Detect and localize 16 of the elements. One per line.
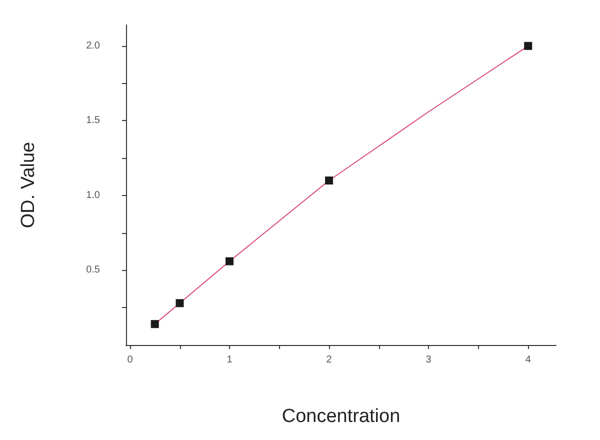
x-tick-label: 4	[525, 354, 532, 366]
x-tick-label: 3	[426, 354, 432, 366]
x-tick-label: 2	[326, 354, 332, 366]
x-tick-label: 0	[127, 354, 134, 366]
y-tick-label: 0.5	[86, 264, 100, 276]
y-tick-label: 1.5	[86, 115, 100, 126]
point	[176, 299, 184, 308]
x-tick-label: 1	[226, 354, 233, 366]
point	[226, 257, 234, 266]
point	[150, 320, 159, 328]
point	[524, 42, 532, 50]
x-axis-title: Concentration	[282, 406, 400, 427]
y-tick-label: 1.0	[86, 190, 100, 201]
y-tick-label: 2.0	[86, 40, 100, 52]
point	[325, 176, 334, 185]
y-axis-title: OD. Value	[18, 142, 39, 228]
